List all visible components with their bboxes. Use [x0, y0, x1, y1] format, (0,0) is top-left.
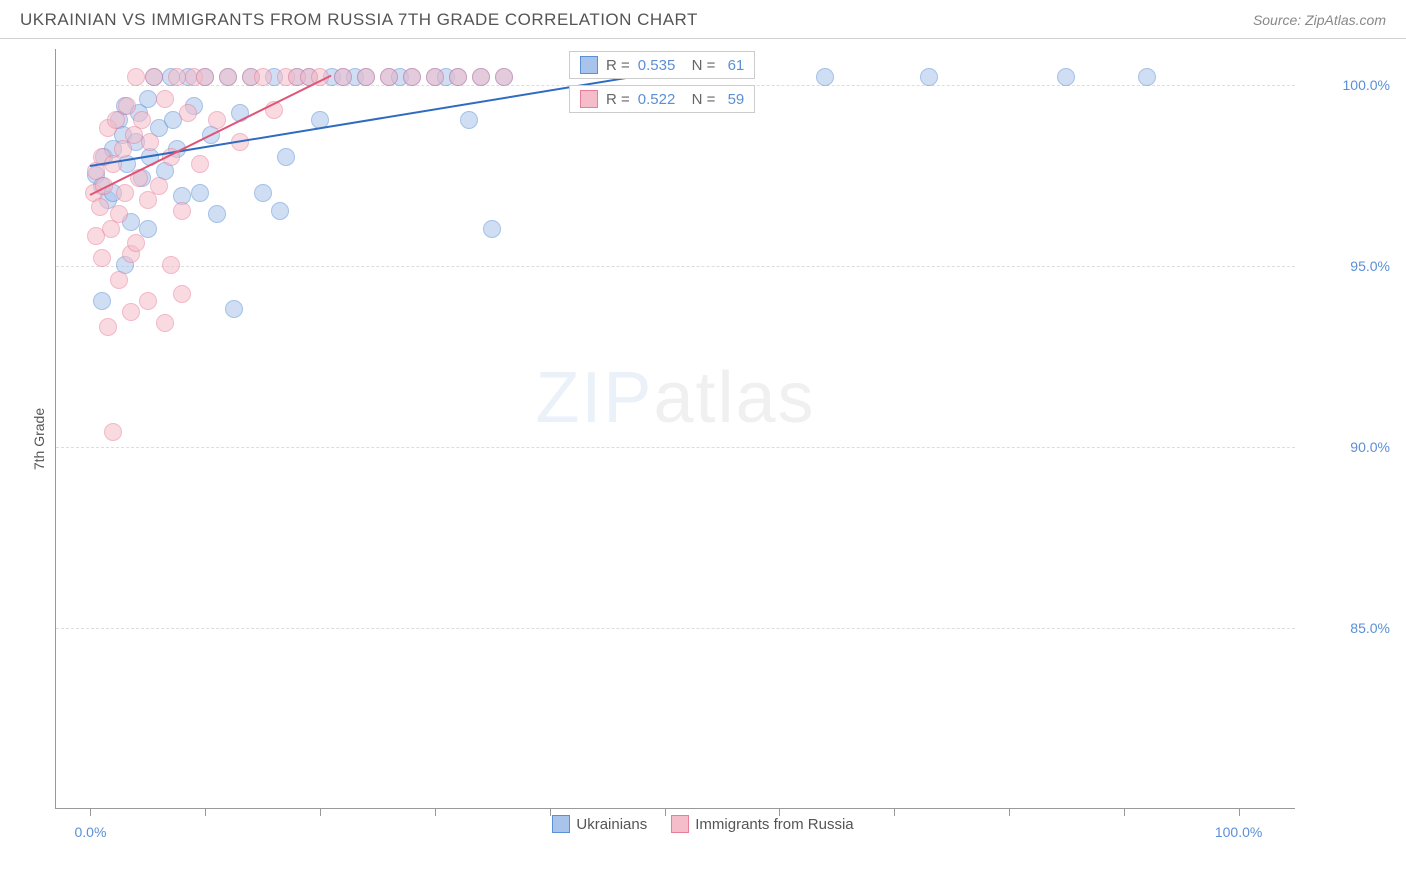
- scatter-point: [156, 90, 174, 108]
- scatter-point: [208, 205, 226, 223]
- scatter-point: [426, 68, 444, 86]
- y-tick-label: 100.0%: [1305, 77, 1390, 93]
- legend: Ukrainians Immigrants from Russia: [0, 815, 1406, 833]
- y-tick-label: 95.0%: [1305, 258, 1390, 274]
- series-swatch: [580, 90, 598, 108]
- y-tick-label: 85.0%: [1305, 620, 1390, 636]
- stat-r-label: R =: [606, 91, 630, 108]
- watermark: ZIPatlas: [535, 357, 815, 439]
- stat-box: R = 0.522 N = 59: [569, 85, 755, 113]
- y-tick-label: 90.0%: [1305, 439, 1390, 455]
- scatter-point: [156, 314, 174, 332]
- scatter-point: [145, 68, 163, 86]
- stat-n-value: 61: [723, 57, 744, 74]
- scatter-point: [277, 148, 295, 166]
- watermark-bold: ZIP: [535, 358, 653, 438]
- scatter-point: [179, 104, 197, 122]
- y-axis-label: 7th Grade: [31, 408, 47, 470]
- scatter-point: [162, 256, 180, 274]
- scatter-point: [920, 68, 938, 86]
- legend-swatch: [671, 815, 689, 833]
- scatter-point: [254, 68, 272, 86]
- stat-r-value: 0.535: [638, 57, 676, 74]
- scatter-point: [87, 227, 105, 245]
- stat-n-value: 59: [723, 91, 744, 108]
- scatter-point: [380, 68, 398, 86]
- scatter-point: [334, 68, 352, 86]
- scatter-point: [91, 198, 109, 216]
- gridline-h: [56, 266, 1295, 267]
- scatter-point: [107, 111, 125, 129]
- scatter-point: [254, 184, 272, 202]
- chart-header: UKRAINIAN VS IMMIGRANTS FROM RUSSIA 7TH …: [0, 0, 1406, 39]
- scatter-point: [139, 90, 157, 108]
- scatter-point: [357, 68, 375, 86]
- legend-item: Immigrants from Russia: [671, 815, 853, 833]
- stat-r-label: R =: [606, 57, 630, 74]
- scatter-point: [93, 292, 111, 310]
- scatter-point: [1057, 68, 1075, 86]
- gridline-h: [56, 447, 1295, 448]
- stat-n-label: N =: [683, 91, 715, 108]
- scatter-point: [114, 140, 132, 158]
- scatter-point: [110, 271, 128, 289]
- scatter-point: [139, 191, 157, 209]
- scatter-point: [271, 202, 289, 220]
- scatter-point: [460, 111, 478, 129]
- scatter-point: [816, 68, 834, 86]
- stat-r-value: 0.522: [638, 91, 676, 108]
- scatter-point: [133, 111, 151, 129]
- watermark-thin: atlas: [653, 358, 815, 438]
- scatter-point: [139, 292, 157, 310]
- scatter-point: [472, 68, 490, 86]
- scatter-point: [219, 68, 237, 86]
- series-swatch: [580, 56, 598, 74]
- scatter-plot: ZIPatlas 85.0%90.0%95.0%100.0%0.0%100.0%…: [55, 49, 1295, 809]
- stat-n-label: N =: [683, 57, 715, 74]
- scatter-point: [403, 68, 421, 86]
- scatter-point: [141, 133, 159, 151]
- scatter-point: [191, 184, 209, 202]
- scatter-point: [110, 205, 128, 223]
- source-attribution: Source: ZipAtlas.com: [1253, 12, 1386, 28]
- scatter-point: [116, 184, 134, 202]
- legend-label: Ukrainians: [576, 816, 647, 833]
- scatter-point: [150, 177, 168, 195]
- legend-label: Immigrants from Russia: [695, 816, 853, 833]
- scatter-point: [173, 285, 191, 303]
- scatter-point: [225, 300, 243, 318]
- scatter-point: [483, 220, 501, 238]
- scatter-point: [93, 249, 111, 267]
- legend-swatch: [552, 815, 570, 833]
- scatter-point: [1138, 68, 1156, 86]
- scatter-point: [495, 68, 513, 86]
- scatter-point: [173, 202, 191, 220]
- scatter-point: [127, 68, 145, 86]
- scatter-point: [127, 234, 145, 252]
- chart-area: 7th Grade ZIPatlas 85.0%90.0%95.0%100.0%…: [0, 39, 1406, 839]
- scatter-point: [449, 68, 467, 86]
- scatter-point: [122, 303, 140, 321]
- chart-title: UKRAINIAN VS IMMIGRANTS FROM RUSSIA 7TH …: [20, 10, 698, 30]
- scatter-point: [168, 68, 186, 86]
- stat-box: R = 0.535 N = 61: [569, 51, 755, 79]
- legend-item: Ukrainians: [552, 815, 647, 833]
- scatter-point: [99, 318, 117, 336]
- scatter-point: [191, 155, 209, 173]
- gridline-h: [56, 628, 1295, 629]
- scatter-point: [104, 423, 122, 441]
- scatter-point: [118, 97, 136, 115]
- scatter-point: [196, 68, 214, 86]
